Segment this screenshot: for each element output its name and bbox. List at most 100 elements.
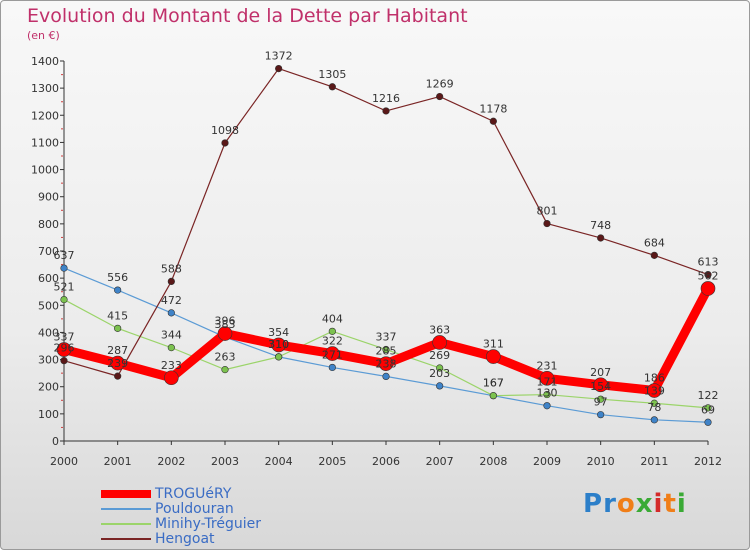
data-point bbox=[597, 411, 605, 419]
data-label: 613 bbox=[698, 256, 719, 269]
x-tick-label: 2007 bbox=[426, 455, 454, 468]
data-point bbox=[704, 271, 712, 279]
data-label: 521 bbox=[54, 281, 75, 294]
data-point bbox=[221, 366, 229, 374]
data-label: 404 bbox=[322, 312, 343, 325]
y-tick-label: 1200 bbox=[31, 109, 59, 122]
data-label: 337 bbox=[376, 331, 397, 344]
x-tick-label: 2000 bbox=[50, 455, 78, 468]
x-tick-label: 2001 bbox=[104, 455, 132, 468]
chart-title: Evolution du Montant de la Dette par Hab… bbox=[27, 5, 468, 27]
data-point bbox=[328, 327, 336, 335]
data-label: 203 bbox=[429, 367, 450, 380]
data-label: 748 bbox=[590, 219, 611, 232]
legend-label: Pouldouran bbox=[155, 501, 234, 517]
data-label: 186 bbox=[644, 372, 665, 385]
data-label: 1372 bbox=[265, 50, 293, 63]
logo-letter: o bbox=[616, 489, 636, 519]
data-label: 1098 bbox=[211, 124, 239, 137]
data-point bbox=[489, 392, 497, 400]
data-label: 139 bbox=[644, 384, 665, 397]
y-tick-label: 400 bbox=[38, 326, 59, 339]
x-tick-label: 2009 bbox=[533, 455, 561, 468]
logo-letter: i bbox=[676, 489, 687, 519]
data-label: 588 bbox=[161, 262, 182, 275]
data-point bbox=[704, 404, 712, 412]
data-point bbox=[114, 286, 122, 294]
data-label: 285 bbox=[376, 345, 397, 358]
data-label: 472 bbox=[161, 294, 182, 307]
y-tick-label: 100 bbox=[38, 408, 59, 421]
data-label: 322 bbox=[322, 335, 343, 348]
data-point bbox=[593, 377, 608, 393]
legend-label: Minihy-Tréguier bbox=[155, 516, 261, 532]
data-point bbox=[543, 219, 551, 228]
logo-letter: i bbox=[653, 489, 664, 519]
x-tick-label: 2010 bbox=[587, 455, 615, 468]
data-point bbox=[647, 383, 662, 398]
data-point bbox=[436, 364, 444, 372]
y-tick-label: 1100 bbox=[31, 136, 59, 149]
data-label: 238 bbox=[376, 357, 397, 370]
x-tick-label: 2011 bbox=[640, 455, 668, 468]
legend-swatch bbox=[101, 508, 151, 510]
data-point bbox=[167, 344, 175, 352]
data-point bbox=[650, 416, 658, 424]
data-point bbox=[436, 382, 444, 390]
data-label: 167 bbox=[483, 377, 504, 390]
data-label: 311 bbox=[483, 338, 504, 351]
data-point bbox=[436, 92, 444, 101]
y-tick-label: 700 bbox=[38, 245, 59, 258]
x-tick-label: 2004 bbox=[265, 455, 293, 468]
chart-unit: (en €) bbox=[27, 29, 60, 42]
y-tick-label: 300 bbox=[38, 354, 59, 367]
data-point bbox=[328, 83, 336, 91]
data-label: 562 bbox=[698, 269, 719, 282]
data-point bbox=[382, 372, 390, 381]
y-tick-label: 600 bbox=[38, 272, 59, 285]
data-point bbox=[56, 342, 72, 357]
data-label: 171 bbox=[537, 376, 558, 389]
y-tick-label: 1400 bbox=[31, 55, 59, 68]
data-label: 801 bbox=[537, 205, 558, 218]
data-point bbox=[271, 337, 286, 353]
data-label: 97 bbox=[594, 396, 608, 409]
data-point bbox=[382, 107, 390, 115]
data-point bbox=[167, 309, 175, 317]
data-label: 271 bbox=[322, 348, 343, 361]
data-label: 239 bbox=[107, 357, 128, 370]
data-label: 354 bbox=[268, 326, 289, 339]
data-point bbox=[704, 418, 712, 426]
data-point bbox=[489, 117, 497, 125]
data-point bbox=[650, 399, 658, 407]
data-point bbox=[217, 326, 233, 341]
logo-letter: t bbox=[663, 489, 677, 519]
data-label: 1178 bbox=[479, 102, 507, 115]
data-label: 1305 bbox=[318, 68, 346, 81]
data-label: 1216 bbox=[372, 92, 400, 105]
data-label: 287 bbox=[107, 344, 128, 357]
data-label: 269 bbox=[429, 349, 450, 362]
legend-label: TROGUéRY bbox=[155, 486, 232, 502]
data-label: 415 bbox=[107, 309, 128, 322]
data-point bbox=[60, 264, 68, 272]
data-label: 233 bbox=[161, 359, 182, 372]
data-point bbox=[325, 346, 340, 361]
x-tick-label: 2012 bbox=[694, 455, 722, 468]
data-point bbox=[164, 370, 179, 386]
data-label: 363 bbox=[429, 323, 450, 336]
data-point bbox=[432, 335, 447, 350]
data-label: 337 bbox=[54, 331, 75, 344]
x-tick-label: 2002 bbox=[157, 455, 185, 468]
data-point bbox=[221, 139, 229, 147]
data-point bbox=[539, 370, 555, 386]
data-label: 344 bbox=[161, 329, 182, 342]
data-point bbox=[543, 402, 551, 410]
legend-label: Hengoat bbox=[155, 531, 215, 547]
data-label: 263 bbox=[215, 351, 236, 364]
data-point bbox=[60, 357, 68, 365]
x-tick-label: 2005 bbox=[318, 455, 346, 468]
y-tick-label: 900 bbox=[38, 191, 59, 204]
y-tick-label: 800 bbox=[38, 218, 59, 231]
